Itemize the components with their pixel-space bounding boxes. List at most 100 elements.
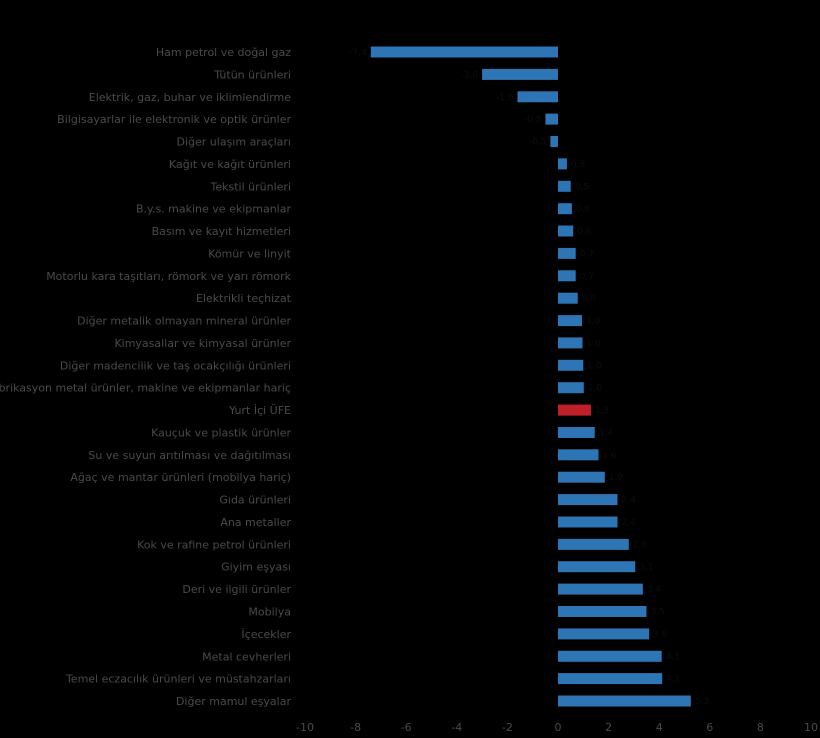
value-label: 2,4 (622, 518, 637, 528)
value-label: 1,0 (588, 384, 603, 394)
bar (558, 337, 583, 349)
category-label: Ham petrol ve doğal gaz (156, 46, 291, 59)
category-label: Elektrik, gaz, buhar ve iklimlendirme (89, 91, 291, 104)
x-tick-label: -6 (401, 721, 412, 734)
category-label: Kok ve rafine petrol ürünleri (137, 538, 291, 551)
bar (558, 449, 599, 461)
category-label: Ağaç ve mantar ürünleri (mobilya hariç) (70, 471, 291, 484)
value-labels-layer: -7,4 -3,0 -1,6 -0,5 -0,3 0,3 0,5 0,6 0,6 0,7 0,7 0,… (349, 48, 709, 707)
category-label: Tütün ürünleri (213, 68, 291, 81)
value-label: 0,5 (575, 182, 589, 192)
category-label: Kağıt ve kağıt ürünleri (169, 158, 291, 171)
category-label: Diğer metalik olmayan mineral ürünler (77, 315, 291, 328)
bar (558, 516, 618, 528)
category-label: İçecekler (241, 628, 291, 641)
category-label: Kömür ve linyit (208, 247, 292, 260)
value-label: 0,6 (576, 205, 591, 215)
category-label: Motorlu kara taşıtları, römork ve yarı r… (46, 270, 291, 283)
value-label: 0,8 (582, 294, 597, 304)
value-label: -1,6 (496, 93, 514, 103)
bar (545, 113, 558, 125)
bar (558, 158, 567, 170)
category-label: B.y.s. makine ve ekipmanlar (136, 203, 291, 216)
bar (558, 270, 576, 282)
bar (558, 292, 578, 304)
value-label: 1,0 (587, 361, 602, 371)
bar (558, 695, 691, 707)
bar-highlight (558, 404, 591, 416)
category-label: Su ve suyun arıtılması ve dağıtılması (88, 449, 291, 462)
x-axis-ticks-layer: -10 -8 -6 -4 -2 0 2 4 6 8 10 (296, 721, 818, 734)
x-tick-label: -8 (350, 721, 361, 734)
x-tick-label: 2 (605, 721, 612, 734)
value-label: 1,3 (595, 406, 609, 416)
bar (558, 628, 650, 640)
bar (558, 471, 605, 483)
category-label: Diğer madencilik ve taş ocakçılığı ürünl… (60, 359, 291, 372)
x-tick-label: 4 (656, 721, 663, 734)
value-label: 0,6 (577, 227, 592, 237)
value-label: 0,7 (580, 249, 594, 259)
bars-layer (370, 46, 691, 707)
bar (558, 225, 574, 237)
category-label: Kauçuk ve plastik ürünler (151, 427, 291, 440)
x-tick-label: -10 (296, 721, 314, 734)
category-label: Mobilya (248, 606, 291, 619)
category-label: Diğer ulaşım araçları (177, 136, 292, 149)
value-label: -7,4 (349, 48, 367, 58)
bar (558, 382, 584, 394)
bar (558, 180, 571, 192)
category-label: Bilgisayarlar ile elektronik ve optik ür… (57, 113, 291, 126)
category-label: Diğer mamul eşyalar (176, 695, 292, 708)
bar (482, 68, 558, 80)
value-label: 2,4 (622, 496, 637, 506)
bar (558, 606, 647, 617)
category-label: Kimyasallar ve kimyasal ürünler (114, 337, 291, 350)
value-label: 1,0 (586, 317, 601, 327)
category-label: Ana metaller (220, 516, 291, 529)
bar (550, 136, 558, 147)
value-label: 3,5 (651, 608, 665, 618)
bar (370, 46, 558, 58)
category-label: Gıda ürünleri (219, 494, 291, 507)
value-label: 1,9 (609, 473, 624, 483)
value-label: 4,1 (666, 675, 680, 685)
bar (558, 538, 629, 550)
value-label: -0,5 (524, 115, 542, 125)
bar (558, 650, 662, 662)
category-label: Temel eczacılık ürünleri ve müstahzarlar… (65, 673, 291, 686)
value-label: 1,6 (603, 451, 618, 461)
bar (558, 427, 595, 438)
x-tick-label: 10 (804, 721, 818, 734)
bar (558, 203, 572, 215)
category-label: Basım ve kayıt hizmetleri (152, 225, 291, 238)
category-labels-layer: Ham petrol ve doğal gaz Tütün ürünleri Ele… (0, 46, 292, 708)
bar (517, 91, 558, 103)
category-label: Metal cevherleri (202, 650, 291, 663)
x-tick-label: 6 (706, 721, 713, 734)
value-label: 2,8 (633, 540, 648, 550)
bar (558, 583, 643, 595)
value-label: -0,3 (529, 138, 547, 148)
value-label: 1,0 (587, 339, 602, 349)
bar (558, 315, 582, 327)
value-label: 0,7 (580, 272, 594, 282)
value-label: 3,4 (647, 585, 662, 595)
category-label: Deri ve ilgili ürünler (182, 583, 291, 596)
value-label: 4,1 (666, 652, 680, 662)
category-label: Fabrikasyon metal ürünler, makine ve eki… (0, 382, 291, 395)
value-label: 5,3 (695, 697, 709, 707)
value-label: 0,3 (571, 160, 585, 170)
value-label: 1,4 (599, 429, 614, 439)
bar (558, 494, 618, 506)
bar (558, 673, 663, 685)
x-tick-label: -2 (502, 721, 513, 734)
x-tick-label: 8 (757, 721, 764, 734)
x-tick-label: 0 (555, 721, 562, 734)
bar (558, 247, 576, 259)
bar (558, 359, 584, 371)
value-label: 3,6 (653, 630, 668, 640)
category-label: Giyim eşyası (221, 561, 291, 574)
value-label: 3,1 (639, 563, 653, 573)
